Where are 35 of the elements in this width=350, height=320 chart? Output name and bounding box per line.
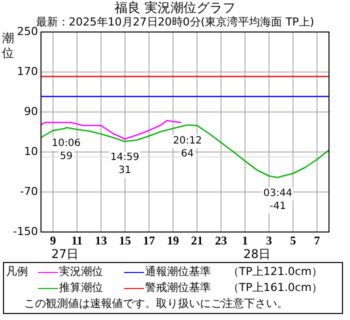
annotation: 03:44 -41 — [263, 188, 292, 212]
x-tick-label: 15 — [119, 233, 131, 248]
annotation: 14:59 31 — [110, 152, 140, 176]
x-tick-label: 21 — [191, 233, 203, 248]
legend-label: 通報潮位基準 — [145, 264, 211, 280]
x-tick-label: 9 — [50, 233, 56, 248]
x-tick-label: 5 — [290, 233, 296, 248]
y-tick-label: -150 — [13, 224, 38, 238]
x-tick-label: 17 — [143, 233, 155, 248]
x-tick-label: 23 — [215, 233, 227, 248]
x-tick-label: 19 — [167, 233, 179, 248]
x-tick-label: 1 — [242, 233, 248, 248]
chart-subtitle: 最新：2025年10月27日20時0分(東京湾平均海面 TP上) — [36, 15, 314, 28]
x-tick-label: 11 — [71, 233, 83, 248]
x-tick-label: 3 — [266, 233, 272, 248]
text: （TP上161.0cm） — [228, 280, 323, 296]
y-tick-label: 170 — [17, 64, 38, 78]
legend-title: 凡例 — [6, 264, 29, 280]
x-tick-label: 13 — [95, 233, 107, 248]
text: 28日 — [243, 247, 271, 262]
y-tick-label: 90 — [24, 104, 38, 118]
y-tick-label: 10 — [24, 144, 38, 158]
text: 27日 — [51, 247, 79, 262]
chart-title: 福良 実況潮位グラフ — [114, 0, 236, 16]
text: この観測値は速報値です。取り扱いにご注意下さい。 — [23, 296, 289, 312]
legend-label: 警戒潮位基準 — [145, 280, 211, 296]
annotation: 10:06 59 — [52, 138, 81, 162]
y-axis-title: 潮位 — [2, 31, 14, 60]
legend-label: 推算潮位 — [59, 280, 103, 296]
x-tick-label: 7 — [314, 233, 320, 248]
legend-label: 実況潮位 — [59, 264, 103, 280]
y-tick-label: 250 — [17, 24, 38, 38]
text: （TP上121.0cm） — [228, 264, 323, 280]
y-tick-label: -70 — [20, 184, 38, 198]
annotation: 20:12 64 — [172, 136, 202, 160]
